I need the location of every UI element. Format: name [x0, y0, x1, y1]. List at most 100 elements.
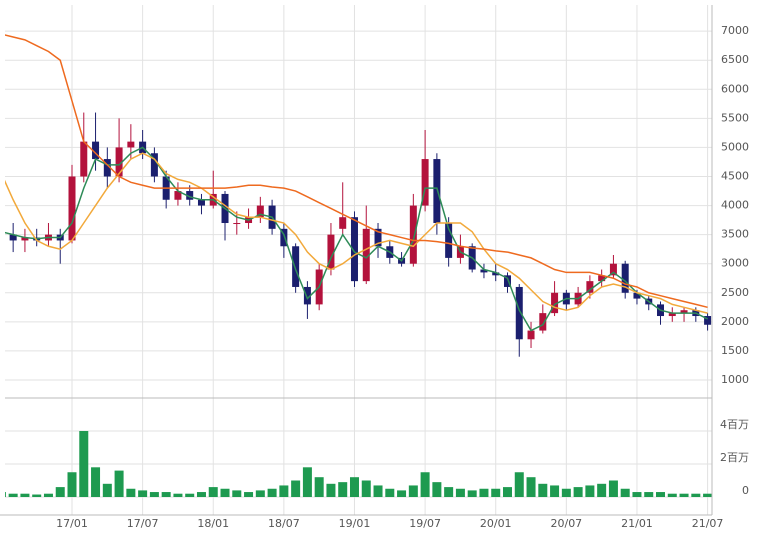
candle-body — [197, 199, 205, 206]
candle-body — [150, 153, 158, 177]
label-layer: 1000 1500 2000 2500 3000 3500 4000 4500 5000 5500… — [56, 24, 749, 530]
volume-bar — [114, 470, 124, 497]
volume-panel — [5, 431, 712, 497]
candle-body — [350, 217, 358, 282]
volume-bar — [67, 472, 77, 497]
moving-average-line — [5, 152, 708, 314]
volume-bar — [8, 493, 18, 497]
x-tick-label: 17/07 — [127, 517, 159, 530]
volume-bar — [667, 493, 677, 497]
volume-bar — [220, 488, 230, 497]
y-tick-label: 6000 — [721, 82, 749, 95]
volume-bar — [585, 485, 595, 497]
y-tick-label: 3000 — [721, 257, 749, 270]
candle-body — [633, 292, 641, 299]
volume-bar — [185, 493, 195, 497]
y2-tick-label: 0 — [742, 484, 749, 497]
candle-body — [492, 272, 500, 276]
candle-body — [339, 217, 347, 229]
candle-body — [527, 330, 535, 340]
volume-bar — [43, 493, 53, 497]
volume-bar — [149, 492, 159, 497]
volume-bar — [361, 480, 371, 497]
y-tick-label: 4500 — [721, 170, 749, 183]
volume-bar — [244, 492, 254, 497]
volume-bar — [302, 467, 312, 497]
candle-body — [374, 228, 382, 247]
volume-bar — [138, 490, 148, 497]
candle-body — [515, 286, 523, 340]
volume-bar — [550, 485, 560, 497]
volume-bar — [208, 487, 218, 497]
y-tick-label: 3500 — [721, 228, 749, 241]
volume-bar — [491, 488, 501, 497]
volume-bar — [385, 488, 395, 497]
volume-bar — [267, 488, 277, 497]
candle-body — [280, 228, 288, 247]
candle-body — [256, 205, 264, 218]
volume-bar — [455, 488, 465, 497]
candle-body — [668, 313, 676, 317]
candle-body — [609, 263, 617, 276]
y-tick-label: 2500 — [721, 286, 749, 299]
moving-average-line — [5, 34, 708, 309]
volume-bar — [196, 492, 206, 497]
candle-body — [327, 234, 335, 270]
volume-bar — [444, 487, 454, 497]
volume-bar — [5, 492, 6, 497]
volume-bar — [632, 492, 642, 497]
y-tick-label: 6500 — [721, 53, 749, 66]
candle-body — [127, 141, 135, 148]
candle-body — [103, 159, 111, 177]
candle-body — [68, 176, 76, 241]
candle-body — [409, 205, 417, 264]
candle-body — [586, 281, 594, 293]
volume-bar — [314, 477, 324, 497]
candle-body — [539, 313, 547, 331]
candle-body — [80, 141, 88, 177]
x-tick-label: 21/01 — [621, 517, 653, 530]
candle-body — [704, 316, 712, 325]
volume-bar — [573, 487, 583, 497]
x-tick-label: 18/01 — [197, 517, 229, 530]
moving-average-line — [5, 146, 708, 332]
volume-bar — [656, 492, 666, 497]
candle-body — [21, 237, 29, 241]
candle-body — [503, 275, 511, 287]
y-tick-label: 7000 — [721, 24, 749, 37]
candle-body — [680, 310, 688, 314]
volume-bar — [91, 467, 101, 497]
candle-body — [174, 191, 182, 200]
y-tick-label: 5500 — [721, 111, 749, 124]
price-panel — [0, 34, 712, 357]
y2-tick-label: 2百万 — [720, 451, 749, 464]
volume-bar — [679, 493, 689, 497]
volume-bar — [703, 493, 712, 497]
volume-bar — [597, 483, 607, 497]
candle-body — [92, 141, 100, 160]
volume-bar — [479, 488, 489, 497]
x-tick-label: 19/07 — [409, 517, 441, 530]
volume-bar — [620, 488, 630, 497]
volume-bar — [397, 490, 407, 497]
volume-bar — [432, 482, 442, 497]
volume-bar — [514, 472, 524, 497]
candle-body — [186, 191, 194, 200]
candle-body — [115, 147, 123, 177]
candle-body — [303, 286, 311, 305]
volume-bar — [502, 487, 512, 497]
candle-body — [0, 229, 5, 235]
y-tick-label: 1500 — [721, 344, 749, 357]
volume-bar — [691, 493, 701, 497]
x-tick-label: 17/01 — [56, 517, 88, 530]
volume-bar — [55, 487, 65, 497]
volume-bar — [326, 483, 336, 497]
volume-bar — [373, 485, 383, 497]
volume-bar — [644, 492, 654, 497]
volume-bar — [102, 483, 112, 497]
candle-body — [480, 269, 488, 273]
volume-bar — [126, 488, 136, 497]
y-tick-label: 2000 — [721, 315, 749, 328]
y-tick-label: 1000 — [721, 373, 749, 386]
